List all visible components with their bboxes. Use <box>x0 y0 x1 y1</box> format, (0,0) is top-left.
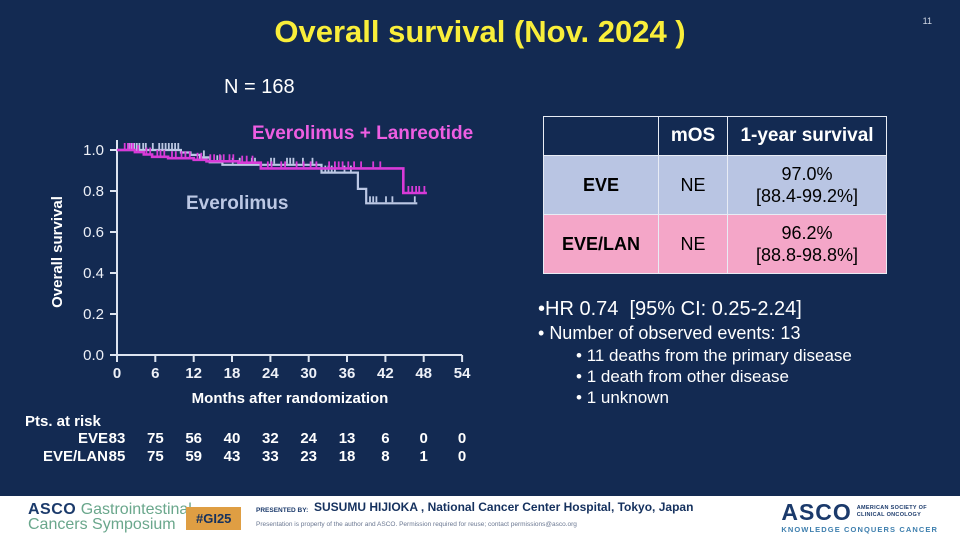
svg-text:48: 48 <box>415 365 432 382</box>
risk-count: 13 <box>338 430 356 447</box>
risk-count: 75 <box>146 430 164 447</box>
table-row-eve-lan: EVE/LAN NE 96.2% [88.8-98.8%] <box>543 214 887 274</box>
risk-count: 59 <box>185 447 203 465</box>
cancers-symposium-text: Cancers Symposium <box>28 516 176 533</box>
primary-disease-deaths-bullet: 11 deaths from the primary disease <box>576 345 948 366</box>
hazard-ratio-bullet: HR 0.74 [95% CI: 0.25-2.24] <box>538 296 948 322</box>
risk-count: 40 <box>223 430 241 447</box>
svg-text:6: 6 <box>151 365 159 382</box>
eve-lan-survival-ci: [88.8-98.8%] <box>755 245 859 265</box>
asco-society-line1: AMERICAN SOCIETY OF <box>856 505 927 511</box>
svg-text:0.6: 0.6 <box>83 224 104 241</box>
svg-text:30: 30 <box>300 365 317 382</box>
eve-lan-survival-value: 96.2% [88.8-98.8%] <box>727 214 887 274</box>
row-label-eve-lan: EVE/LAN <box>543 214 659 274</box>
kaplan-meier-chart: 0.0 0.2 0.4 0.6 0.8 1.0 0 6 12 18 24 30 36 42 48 54 Over… <box>40 115 480 415</box>
svg-text:36: 36 <box>339 365 356 382</box>
gastrointestinal-text: Gastrointestinal <box>80 501 192 518</box>
svg-text:0.4: 0.4 <box>83 265 104 282</box>
other-disease-death-bullet: 1 death from other disease <box>576 366 948 387</box>
risk-count: 0 <box>419 430 428 447</box>
asco-gi-symposium-logo: ASCO Gastrointestinal Cancers Symposium <box>28 501 192 533</box>
unknown-death-bullet: 1 unknown <box>576 387 948 408</box>
risk-count: 43 <box>223 447 241 465</box>
header-mos: mOS <box>658 116 728 156</box>
series-label-eve-lan: Everolimus + Lanreotide <box>252 123 474 144</box>
asco-logo-wordmark: ASCO <box>781 499 852 525</box>
risk-count: 0 <box>457 430 467 447</box>
risk-row-label-eve-lan: EVE/LAN <box>42 447 108 465</box>
svg-text:Overall survival: Overall survival <box>49 196 66 308</box>
slide-title: Overall survival (Nov. 2024 ) <box>274 14 686 49</box>
svg-text:1.0: 1.0 <box>83 142 104 159</box>
svg-text:42: 42 <box>377 365 394 382</box>
risk-count: 0 <box>457 447 467 465</box>
risk-count: 8 <box>381 447 390 465</box>
header-1-year-survival: 1-year survival <box>727 116 887 156</box>
risk-count: 1 <box>419 447 428 465</box>
table-row-eve: EVE NE 97.0% [88.4-99.2%] <box>543 155 887 215</box>
header-empty <box>543 116 659 156</box>
events-count-bullet: Number of observed events: 13 <box>538 322 948 345</box>
risk-count: 32 <box>262 430 279 447</box>
risk-count: 75 <box>146 447 164 465</box>
asco-tagline: KNOWLEDGE CONQUERS CANCER <box>781 525 938 534</box>
gi25-hashtag-badge: #GI25 <box>186 507 242 530</box>
svg-text:Months after randomization: Months after randomization <box>192 390 389 407</box>
permission-disclaimer: Presentation is property of the author a… <box>256 521 577 528</box>
eve-survival-value: 97.0% [88.4-99.2%] <box>727 155 887 215</box>
sample-size-label: N = 168 <box>224 76 295 98</box>
svg-text:0.0: 0.0 <box>83 347 104 364</box>
svg-text:0.8: 0.8 <box>83 183 104 200</box>
risk-count: 85 <box>108 447 126 465</box>
presenter-name: SUSUMU HIJIOKA , National Cancer Center … <box>314 500 694 514</box>
eve-lan-mos-value: NE <box>658 214 728 274</box>
risk-count: 83 <box>108 430 126 447</box>
risk-count: 23 <box>300 447 318 465</box>
svg-text:54: 54 <box>454 365 471 382</box>
footer-bar: ASCO Gastrointestinal Cancers Symposium … <box>0 496 960 540</box>
risk-row-label-eve: EVE <box>77 430 108 447</box>
svg-text:12: 12 <box>185 365 202 382</box>
risk-count: 56 <box>185 430 203 447</box>
risk-count: 6 <box>381 430 390 447</box>
logo-line-1: ASCO Gastrointestinal <box>28 501 192 518</box>
svg-text:18: 18 <box>224 365 241 382</box>
patients-at-risk-title: Pts. at risk <box>25 413 101 430</box>
risk-count: 18 <box>338 447 356 465</box>
asco-logo: ASCO AMERICAN SOCIETY OF CLINICAL ONCOLO… <box>781 499 938 535</box>
eve-mos-value: NE <box>658 155 728 215</box>
series-label-eve: Everolimus <box>186 193 289 214</box>
survival-summary-table: mOS 1-year survival EVE NE 97.0% [88.4-9… <box>543 116 887 274</box>
svg-text:24: 24 <box>262 365 279 382</box>
presented-by-label: PRESENTED BY: <box>256 507 309 514</box>
svg-text:0: 0 <box>113 365 121 382</box>
asco-wordmark: ASCO <box>28 501 77 518</box>
svg-text:0.2: 0.2 <box>83 306 104 323</box>
eve-lan-survival-pct: 96.2% <box>781 222 833 243</box>
eve-survival-pct: 97.0% <box>781 163 833 184</box>
row-label-eve: EVE <box>543 155 659 215</box>
asco-society-line2: CLINICAL ONCOLOGY <box>856 511 922 518</box>
survival-plot: 0.0 0.2 0.4 0.6 0.8 1.0 0 6 12 18 24 30 36 42 48 54 Over… <box>40 115 480 415</box>
risk-count: 24 <box>300 430 318 447</box>
results-bullets: HR 0.74 [95% CI: 0.25-2.24] Number of ob… <box>538 296 948 408</box>
table-header-row: mOS 1-year survival <box>543 116 887 156</box>
asco-logo-subtext: AMERICAN SOCIETY OF CLINICAL ONCOLOGY <box>857 505 927 518</box>
slide-page-number: 11 <box>922 16 932 26</box>
eve-survival-ci: [88.4-99.2%] <box>755 186 859 206</box>
risk-count: 33 <box>262 447 279 465</box>
